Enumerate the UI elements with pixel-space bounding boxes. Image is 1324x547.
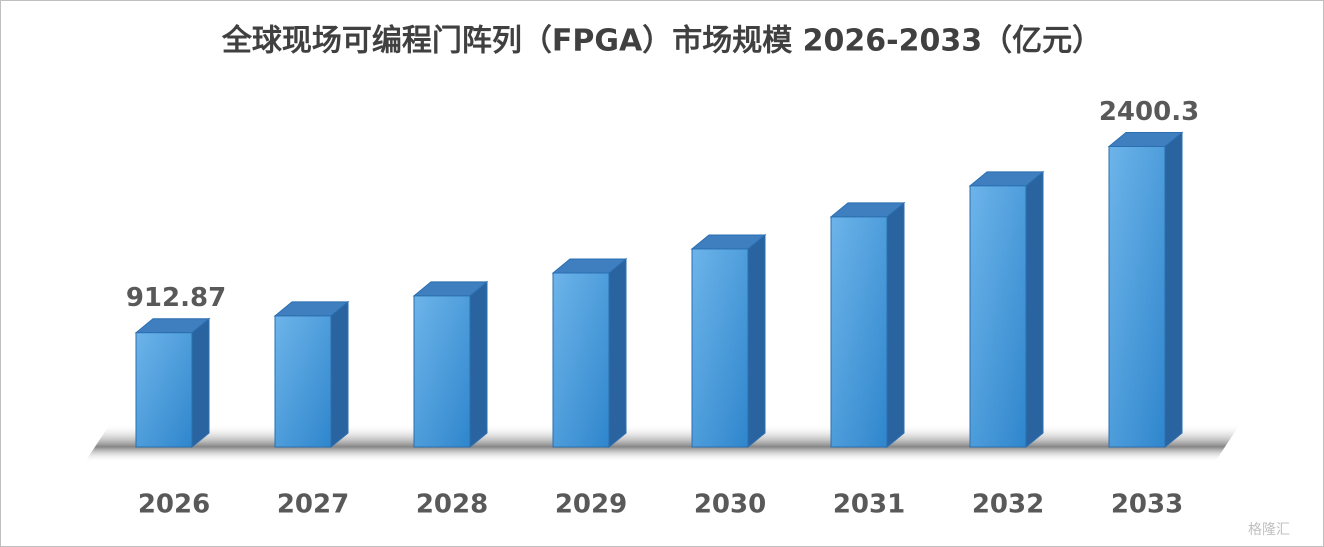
bar xyxy=(969,185,1027,448)
bar xyxy=(135,332,193,448)
x-tick-label: 2028 xyxy=(416,490,488,520)
bar-side xyxy=(1025,170,1044,449)
x-tick-label: 2027 xyxy=(277,490,349,520)
bar-side xyxy=(330,300,349,449)
x-tick-label: 2030 xyxy=(694,490,766,520)
bar xyxy=(413,295,471,448)
x-tick-label: 2029 xyxy=(555,490,627,520)
x-tick-label: 2033 xyxy=(1111,490,1183,520)
value-label: 912.87 xyxy=(126,283,226,313)
floor-shadow xyxy=(85,424,1240,462)
bar-side xyxy=(886,201,905,449)
value-label: 2400.3 xyxy=(1099,97,1199,127)
bar xyxy=(552,272,610,448)
bar-side xyxy=(191,317,210,449)
x-tick-label: 2031 xyxy=(833,490,905,520)
plot-area: 912.87 2026 2027 2028 2029 2030 2031 2032 2400.3… xyxy=(126,97,1199,519)
bar xyxy=(691,248,749,448)
bar xyxy=(274,315,332,448)
bar-side xyxy=(1164,131,1183,449)
bar xyxy=(830,216,888,448)
bar-side xyxy=(608,257,627,449)
watermark: 格隆汇 xyxy=(1248,522,1290,538)
bar-side xyxy=(747,233,766,449)
bar-side xyxy=(469,280,488,449)
chart-title: 全球现场可编程门阵列（FPGA）市场规模 2026-2033（亿元） xyxy=(221,24,1102,59)
x-tick-label: 2026 xyxy=(138,490,210,520)
x-tick-label: 2032 xyxy=(972,490,1044,520)
bar xyxy=(1108,146,1166,448)
